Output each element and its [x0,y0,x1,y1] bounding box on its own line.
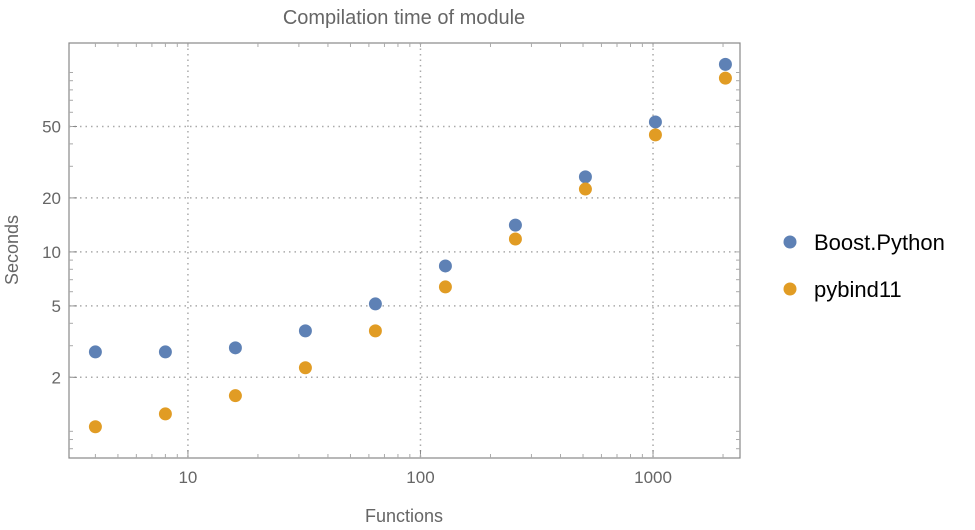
legend-label-pybind11: pybind11 [814,277,902,302]
point-boost-python [368,297,382,311]
point-boost-python [508,218,522,232]
point-pybind11 [228,389,242,403]
point-boost-python [718,57,732,71]
legend-marker-boost-python [783,235,797,249]
point-pybind11 [508,232,522,246]
ticks: 10 100 1000 2 5 10 20 50 [42,43,740,487]
x-axis-label: Functions [365,506,443,525]
point-boost-python [648,115,662,129]
grid [69,43,740,458]
chart-title: Compilation time of module [283,7,525,29]
point-pybind11 [578,182,592,196]
point-boost-python [578,170,592,184]
y-tick-label: 5 [52,297,61,316]
x-tick-label: 100 [406,468,434,487]
x-tick-label: 10 [178,468,197,487]
legend-label-boost-python: Boost.Python [814,230,945,255]
point-boost-python [88,345,102,359]
point-boost-python [228,341,242,355]
legend-marker-pybind11 [783,282,797,296]
point-boost-python [158,345,172,359]
y-tick-label: 10 [42,243,61,262]
point-pybind11 [718,71,732,85]
y-tick-label: 50 [42,117,61,136]
point-pybind11 [648,128,662,142]
y-tick-label: 20 [42,189,61,208]
point-pybind11 [368,324,382,338]
points [88,57,732,434]
point-pybind11 [438,280,452,294]
plot-frame [68,42,741,459]
point-boost-python [438,259,452,273]
point-pybind11 [158,407,172,421]
y-tick-label: 2 [52,368,61,387]
legend: Boost.Python pybind11 [783,230,945,302]
point-boost-python [298,324,312,338]
x-tick-label: 1000 [634,468,672,487]
point-pybind11 [88,420,102,434]
point-pybind11 [298,361,312,375]
y-axis-label: Seconds [2,215,22,285]
